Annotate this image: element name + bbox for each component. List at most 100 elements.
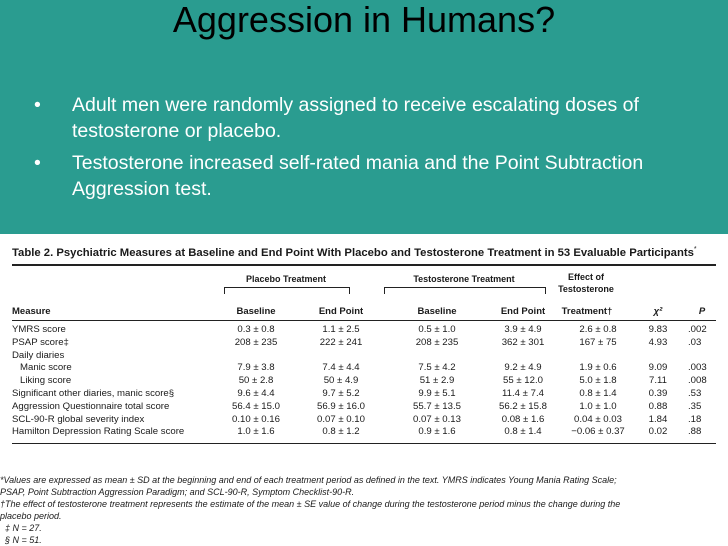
table-body: YMRS score 0.3 ± 0.8 1.1 ± 2.5 0.5 ± 1.0… [12, 324, 716, 439]
cell-placebo-end: 7.4 ± 4.4 [322, 362, 360, 374]
cell-placebo-baseline: 56.4 ± 15.0 [232, 400, 280, 412]
bullet-item: • Adult men were randomly assigned to re… [34, 92, 694, 144]
col-measure: Measure [12, 306, 51, 317]
cell-testosterone-baseline: 55.7 ± 13.5 [413, 400, 461, 412]
placebo-group-header: Placebo Treatment [245, 274, 327, 284]
cell-p: .008 [688, 375, 707, 387]
table-row: Significant other diaries, manic score§ … [12, 388, 716, 401]
col-placebo-end: End Point [318, 306, 364, 317]
cell-chi-square: 1.84 [648, 413, 668, 425]
cell-effect: −0.06 ± 0.37 [571, 426, 625, 438]
slide-title: Aggression in Humans? [172, 0, 556, 40]
col-testosterone-baseline: Baseline [417, 306, 457, 317]
cell-effect: 2.6 ± 0.8 [579, 324, 617, 335]
cell-effect: 0.04 ± 0.03 [574, 413, 622, 425]
cell-placebo-end: 0.8 ± 1.2 [322, 426, 360, 438]
placebo-group-bracket [224, 287, 350, 294]
cell-testosterone-baseline: 7.5 ± 4.2 [418, 362, 456, 374]
cell-placebo-baseline: 0.10 ± 0.16 [232, 413, 280, 425]
cell-placebo-baseline: 0.3 ± 0.8 [237, 324, 275, 335]
cell-testosterone-end: 56.2 ± 15.8 [499, 400, 547, 412]
cell-testosterone-baseline: 9.9 ± 5.1 [418, 387, 456, 399]
cell-chi-square: 0.39 [648, 387, 668, 399]
cell-measure: YMRS score [12, 324, 66, 335]
bullet-item: • Testosterone increased self-rated mani… [34, 150, 694, 202]
cell-testosterone-end: 9.2 ± 4.9 [504, 362, 542, 374]
cell-placebo-end: 50 ± 4.9 [323, 375, 359, 387]
footnote: PSAP, Point Subtraction Aggression Parad… [0, 487, 355, 497]
cell-chi-square: 0.02 [648, 426, 668, 438]
cell-testosterone-baseline: 0.07 ± 0.13 [413, 413, 461, 425]
table-figure: Table 2. Psychiatric Measures at Baselin… [0, 234, 728, 546]
table-title-mark: * [693, 246, 697, 253]
cell-p: .03 [688, 336, 702, 348]
table-bottom-rule [12, 443, 716, 444]
cell-p: .002 [688, 324, 707, 335]
cell-placebo-end: 56.9 ± 16.0 [317, 400, 365, 412]
cell-placebo-end: 0.07 ± 0.10 [317, 413, 365, 425]
cell-effect: 1.9 ± 0.6 [579, 362, 617, 374]
cell-measure: Significant other diaries, manic score§ [12, 387, 175, 399]
testosterone-group-bracket [384, 287, 546, 294]
cell-chi-square: 9.83 [648, 324, 668, 335]
table-title-text: Table 2. Psychiatric Measures at Baselin… [12, 246, 694, 259]
cell-placebo-baseline: 1.0 ± 1.6 [237, 426, 275, 438]
testosterone-group-header: Testosterone Treatment [413, 274, 515, 284]
cell-chi-square: 9.09 [648, 362, 668, 374]
cell-effect: 167 ± 75 [579, 336, 617, 348]
cell-measure: SCL-90-R global severity index [12, 413, 145, 425]
cell-testosterone-end: 55 ± 12.0 [503, 375, 543, 387]
cell-placebo-baseline: 208 ± 235 [234, 336, 278, 348]
cell-placebo-baseline: 7.9 ± 3.8 [237, 362, 275, 374]
cell-p: .53 [688, 387, 702, 399]
col-chi-square: χ² [653, 306, 663, 317]
header-rule [12, 320, 716, 321]
cell-testosterone-end: 0.08 ± 1.6 [501, 413, 545, 425]
bullet-glyph: • [34, 152, 41, 174]
footnote: ‡ N = 27. [0, 523, 42, 533]
cell-placebo-end: 9.7 ± 5.2 [322, 387, 360, 399]
table-row: PSAP score‡ 208 ± 235 222 ± 241 208 ± 23… [12, 337, 716, 350]
table-row: Aggression Questionnaire total score 56.… [12, 401, 716, 414]
cell-measure: Manic score [12, 362, 72, 374]
cell-p: .18 [688, 413, 702, 425]
table-row: Hamilton Depression Rating Scale score 1… [12, 426, 716, 439]
cell-chi-square: 7.11 [649, 375, 667, 387]
cell-chi-square: 4.93 [648, 336, 668, 348]
cell-measure: PSAP score‡ [12, 336, 69, 348]
cell-measure: Hamilton Depression Rating Scale score [12, 426, 185, 438]
table-row: Daily diaries [12, 350, 716, 363]
cell-testosterone-baseline: 0.5 ± 1.0 [418, 324, 456, 335]
cell-effect: 0.8 ± 1.4 [579, 387, 617, 399]
cell-testosterone-end: 0.8 ± 1.4 [504, 426, 542, 438]
bullet-text: Testosterone increased self-rated mania … [72, 152, 644, 200]
footnote: †The effect of testosterone treatment re… [0, 499, 621, 509]
bullet-glyph: • [34, 94, 41, 116]
cell-measure: Daily diaries [12, 349, 65, 361]
bullet-list: • Adult men were randomly assigned to re… [34, 92, 694, 208]
col-placebo-baseline: Baseline [236, 306, 276, 317]
table-row: SCL-90-R global severity index 0.10 ± 0.… [12, 414, 716, 427]
cell-p: .88 [688, 426, 702, 438]
col-effect: Treatment† [561, 306, 613, 317]
table-title: Table 2. Psychiatric Measures at Baselin… [12, 246, 697, 259]
cell-placebo-end: 222 ± 241 [319, 336, 363, 348]
table-top-rule [12, 264, 716, 266]
cell-placebo-end: 1.1 ± 2.5 [322, 324, 360, 335]
effect-header-1: Effect of [568, 272, 604, 282]
table-row: YMRS score 0.3 ± 0.8 1.1 ± 2.5 0.5 ± 1.0… [12, 324, 716, 337]
table-footnotes: *Values are expressed as mean ± SD at th… [0, 474, 728, 546]
cell-testosterone-end: 362 ± 301 [501, 336, 545, 348]
cell-testosterone-baseline: 208 ± 235 [415, 336, 459, 348]
cell-testosterone-baseline: 51 ± 2.9 [419, 375, 455, 387]
col-p: P [698, 306, 706, 317]
cell-testosterone-end: 11.4 ± 7.4 [502, 387, 544, 399]
cell-placebo-baseline: 50 ± 2.8 [238, 375, 274, 387]
footnote: § N = 51. [0, 535, 42, 545]
footnote: *Values are expressed as mean ± SD at th… [0, 475, 617, 485]
bullet-text: Adult men were randomly assigned to rece… [72, 94, 639, 142]
effect-header-2: Testosterone [558, 284, 614, 294]
cell-measure: Aggression Questionnaire total score [12, 400, 170, 412]
table-row: Manic score 7.9 ± 3.8 7.4 ± 4.4 7.5 ± 4.… [12, 362, 716, 375]
